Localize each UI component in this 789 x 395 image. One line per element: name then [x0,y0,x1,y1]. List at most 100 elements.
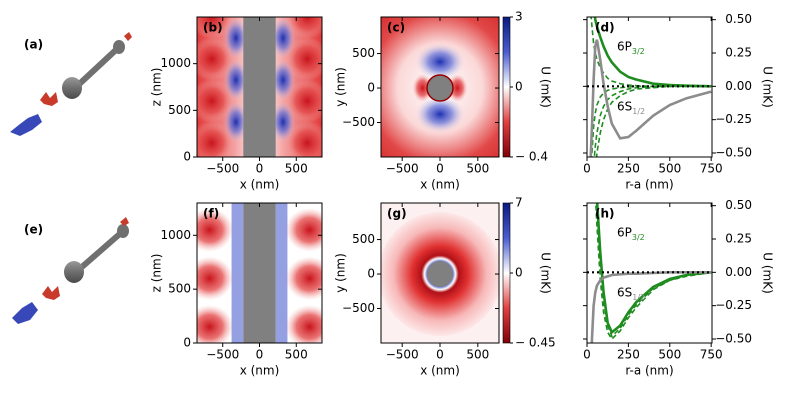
panel-label: (g) [387,207,407,221]
heatmap [381,17,499,157]
y-axis-label: U (mK) [761,252,775,294]
field-lobe [412,74,433,103]
atom-arrows [12,302,38,324]
series-line [595,203,712,335]
colorbar-tick-label: − 0.4 [515,150,548,164]
y-tick-label: 1000 [160,56,191,70]
y-tick-label: 0.25 [725,46,752,60]
x-tick-label: 0 [436,162,444,176]
colorbar-tick-label: 0 [515,80,523,94]
atom-arrows [124,32,132,41]
x-tick-label: 250 [617,162,640,176]
x-tick-label: 0 [256,348,264,362]
annotation-subscript: 3/2 [632,233,645,242]
series-line [590,17,712,88]
plot-frame [380,16,500,158]
panel-label: (a) [24,38,43,52]
field-lobe [285,37,322,81]
colorbar-tick-label: 7 [515,196,523,210]
fiber [72,45,121,91]
field-lobe [197,79,234,123]
x-tick-label: 500 [466,162,489,176]
fiber [243,17,276,157]
field-lobe [416,96,464,133]
atom-arrows [10,114,42,136]
atom-arrows [40,92,58,106]
colorbar-tick-label: 0 [515,266,523,280]
field-lobe [223,60,248,100]
x-tick-label: 250 [617,348,640,362]
field-lobe [197,121,234,157]
series-line [590,271,712,343]
field-lobe [197,37,234,81]
panel-label: (c) [387,21,405,35]
x-tick-label: 500 [466,348,489,362]
field-lobe [285,79,322,123]
plot-frame [380,202,500,344]
panel-label: (b) [203,21,223,35]
x-axis-label: r-a (nm) [625,178,673,192]
y-axis-label: z (nm) [150,254,164,293]
y-tick-label: 500 [352,46,375,60]
x-tick-label: 0 [256,162,264,176]
series-line [595,203,712,341]
plot-frame [196,16,323,158]
y-tick-label: −0.25 [715,112,752,126]
series-line [593,17,712,88]
y-axis-label: U (mK) [761,66,775,108]
y-tick-label: 0.00 [725,265,752,279]
x-tick-label: −500 [386,348,419,362]
y-tick-label: 500 [168,103,191,117]
x-tick-label: 500 [658,348,681,362]
field-lobe [271,18,296,58]
x-axis-label: x (nm) [240,364,280,378]
x-tick-label: 500 [285,348,308,362]
fiber [243,203,276,343]
colorbar-label: U (mK) [539,66,553,108]
plot-frame [196,202,323,344]
heatmap [197,17,322,157]
field-lobe [223,18,248,58]
atom-arrows [42,286,60,300]
fiber-end [113,40,125,54]
annotation: 6P3/2 [617,40,645,57]
fiber [72,229,125,276]
field-lobe [197,256,234,301]
field-lobe [197,304,234,343]
plot-frame [586,202,713,344]
annotation: 6P3/2 [617,226,645,243]
field-lobe [223,102,248,142]
colorbar-tick-label: 3 [515,10,523,24]
y-axis-label: y (nm) [334,253,348,293]
x-tick-label: 0 [436,348,444,362]
x-tick-label: 500 [285,162,308,176]
colorbar-label: U (mK) [539,252,553,294]
y-tick-label: −0.50 [715,332,752,346]
field-band [231,203,244,343]
heatmap [197,203,322,343]
heatmap [381,203,499,343]
y-tick-label: 500 [352,232,375,246]
field-lobe [285,256,322,301]
panel-label: (e) [24,223,43,237]
panel-label: (h) [595,207,615,221]
field-lobe [447,74,468,103]
annotation: 6S1/2 [617,286,645,303]
field-band [275,203,288,343]
colorbar [502,202,511,344]
annotation-subscript: 1/2 [632,107,645,116]
y-tick-label: 0 [183,150,191,164]
annotation: 6S1/2 [617,100,645,117]
series-line [589,39,712,157]
y-axis-label: z (nm) [150,68,164,107]
y-tick-label: −500 [342,301,375,315]
field-lobe [271,102,296,142]
x-axis-label: x (nm) [420,364,460,378]
fiber-end [117,224,129,238]
x-tick-label: 500 [658,162,681,176]
field-lobe [416,43,464,80]
x-tick-label: 0 [583,162,591,176]
field-lobe [197,207,234,252]
